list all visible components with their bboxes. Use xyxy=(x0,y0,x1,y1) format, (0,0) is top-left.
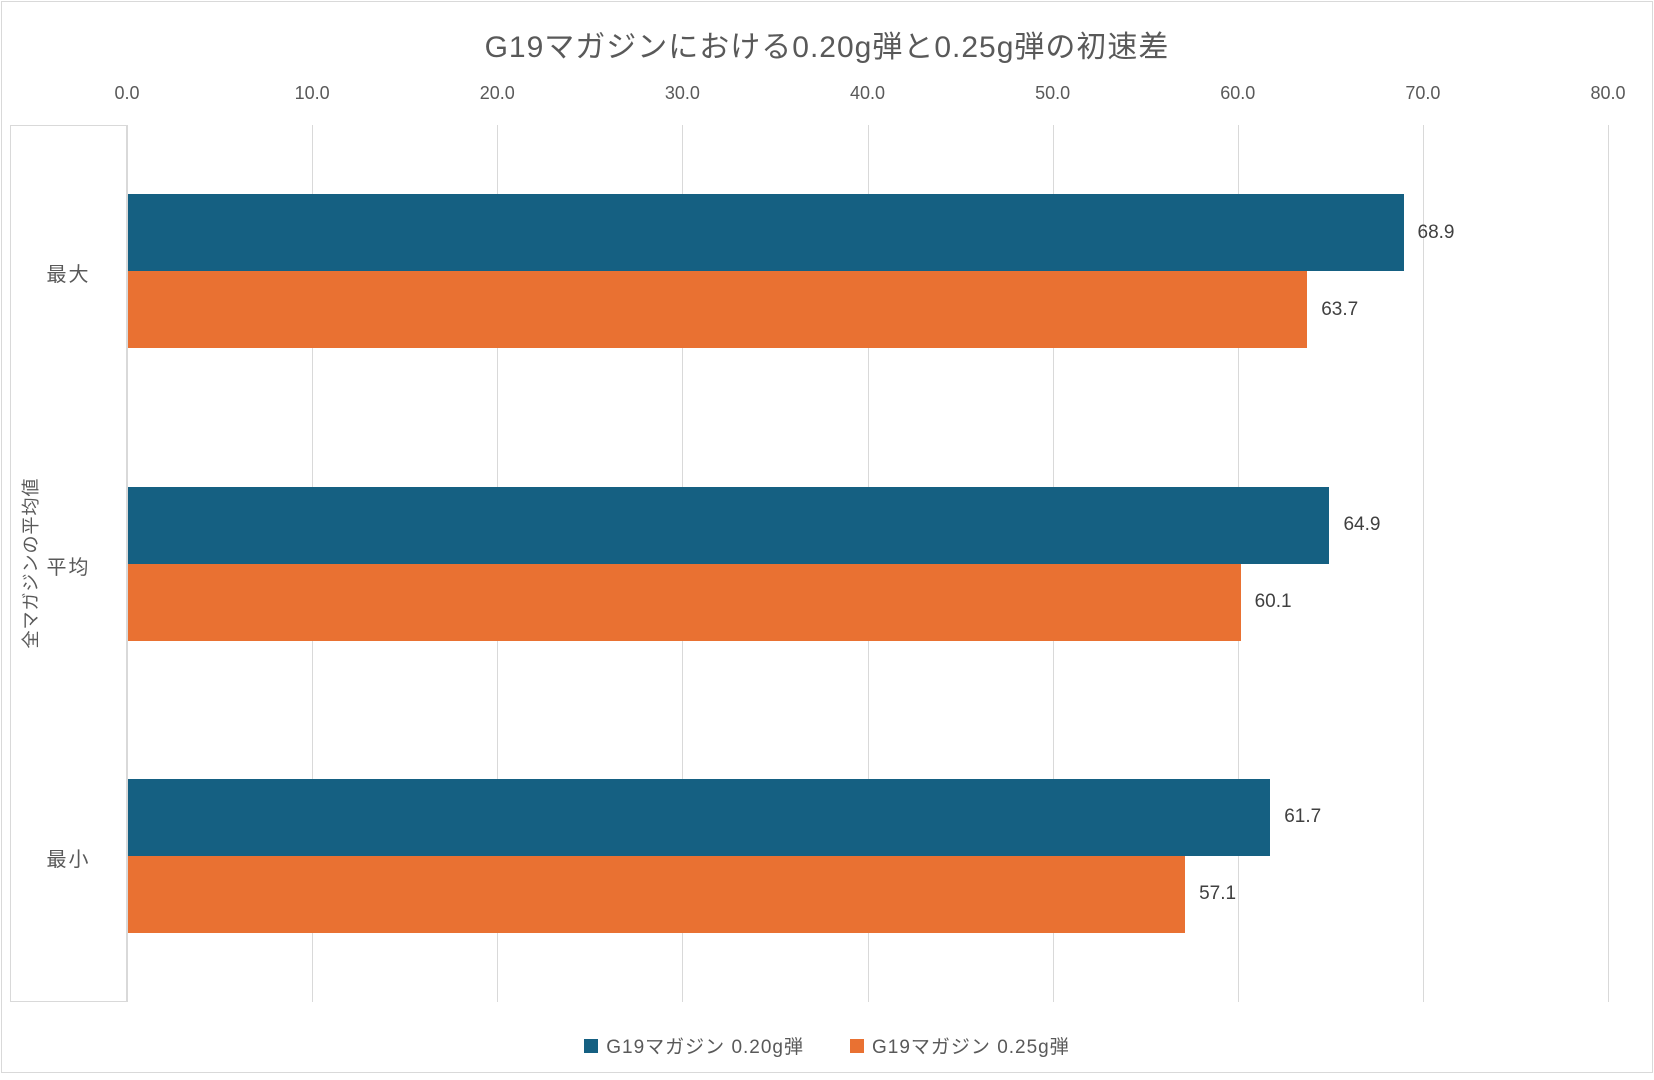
legend-item-series1: G19マガジン 0.20g弾 xyxy=(584,1032,804,1059)
bar-series1-0 xyxy=(128,194,1404,272)
bar-series2-2 xyxy=(128,855,1186,933)
category-label: 最小 xyxy=(46,848,91,871)
x-tick-label: 20.0 xyxy=(479,83,515,103)
bar-value-label: 60.1 xyxy=(1254,591,1292,612)
category-label: 平均 xyxy=(46,556,91,579)
x-tick-label: 10.0 xyxy=(294,83,330,103)
bar-series1-2 xyxy=(128,778,1271,856)
x-tick-label: 60.0 xyxy=(1220,83,1256,103)
x-tick-label: 0.0 xyxy=(114,83,140,103)
bar-value-label: 57.1 xyxy=(1199,883,1237,905)
series1-swatch-icon xyxy=(584,1038,599,1053)
bar-series2-1 xyxy=(128,563,1241,641)
category-axis-strip xyxy=(10,125,127,1002)
x-tick-label: 80.0 xyxy=(1590,83,1626,103)
legend-label-series1: G19マガジン 0.20g弾 xyxy=(606,1037,804,1058)
legend: G19マガジン 0.20g弾 G19マガジン 0.25g弾 xyxy=(0,1032,1654,1059)
bar-value-label: 61.7 xyxy=(1284,806,1322,828)
bar-series2-0 xyxy=(128,271,1308,349)
series2-swatch-icon xyxy=(850,1038,864,1053)
legend-item-series2: G19マガジン 0.25g弾 xyxy=(850,1032,1070,1059)
chart-title: G19マガジンにおける0.20g弾と0.25g弾の初速差 xyxy=(484,31,1170,64)
legend-label-series2: G19マガジン 0.25g弾 xyxy=(872,1037,1070,1058)
gridline xyxy=(1608,125,1609,1002)
category-label: 最大 xyxy=(46,264,91,287)
bar-value-label: 64.9 xyxy=(1343,514,1381,535)
bar-series1-1 xyxy=(128,486,1330,564)
bar-value-label: 68.9 xyxy=(1417,221,1455,243)
gridline xyxy=(1422,125,1424,1002)
x-tick-label: 40.0 xyxy=(849,83,886,103)
bar-value-label: 63.7 xyxy=(1321,298,1359,320)
x-tick-label: 30.0 xyxy=(664,83,700,103)
gridline xyxy=(127,125,128,1002)
x-tick-label: 50.0 xyxy=(1035,83,1071,103)
x-tick-label: 70.0 xyxy=(1405,83,1441,103)
